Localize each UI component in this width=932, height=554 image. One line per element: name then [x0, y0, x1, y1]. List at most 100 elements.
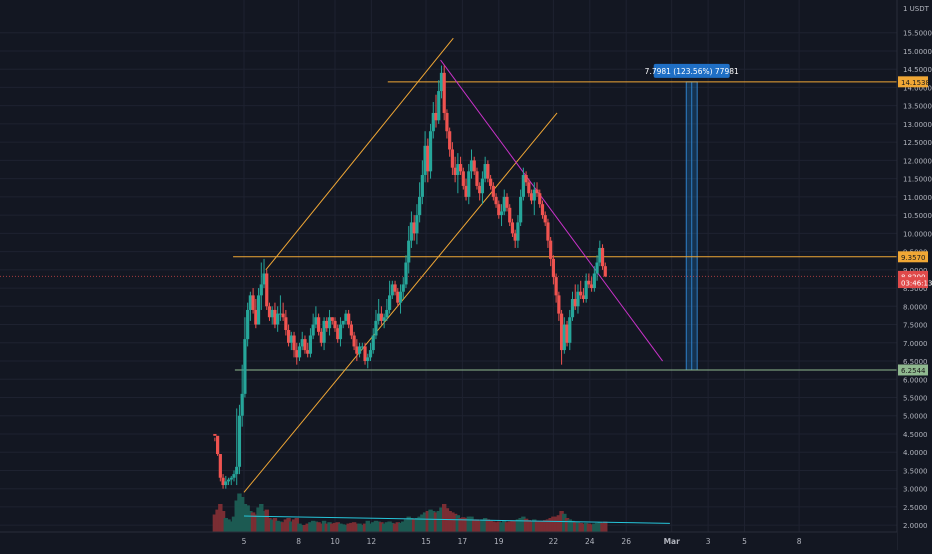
volume-bar [215, 509, 220, 532]
candle-body [554, 277, 558, 296]
volume-bar [417, 516, 422, 532]
y-tick-label: 7.5000 [903, 322, 928, 330]
candle-body [595, 262, 599, 274]
x-tick-label: 19 [494, 537, 504, 546]
volume-bar [308, 522, 313, 532]
candle-body [319, 331, 323, 343]
candle-body [489, 178, 493, 186]
candle-body [218, 454, 222, 478]
volume-bar [469, 516, 474, 532]
candle-body [344, 313, 348, 321]
price-label-background [898, 277, 928, 289]
candle-body [216, 435, 220, 455]
candle-body [248, 295, 252, 310]
x-tick-label: 8 [296, 537, 301, 546]
volume-bar [313, 521, 319, 532]
volume-bar [420, 514, 425, 532]
volume-bar [248, 511, 253, 532]
candle-body [303, 339, 307, 351]
volume-bar [332, 522, 338, 532]
x-tick-label: 26 [621, 537, 631, 546]
volume-bar [340, 524, 346, 532]
volume-bar [447, 511, 452, 532]
candle-body [221, 477, 225, 486]
volume-bar [562, 513, 567, 532]
volume-bar [540, 520, 545, 532]
candle-body [259, 284, 263, 296]
volume-bar [592, 523, 597, 532]
candle-body [450, 149, 454, 168]
candle-body [524, 174, 528, 183]
candle-body [529, 193, 534, 201]
candle-body [388, 295, 392, 310]
candle-body [355, 346, 359, 354]
volume-bar [305, 523, 310, 532]
volume-bar [573, 521, 578, 532]
candle-body [491, 185, 495, 197]
candle-body [546, 222, 550, 241]
volume-bar [327, 522, 332, 532]
volume-bar [433, 512, 439, 532]
volume-bar [512, 520, 518, 532]
x-tick-label: 15 [421, 537, 431, 546]
volume-bar [321, 520, 327, 532]
volume-bar [442, 504, 447, 532]
candle-body [368, 350, 373, 358]
candle-body [456, 164, 460, 175]
candle-body [420, 174, 424, 197]
candle-body [527, 182, 531, 194]
volume-bar [338, 523, 343, 532]
x-tick-label: 22 [549, 537, 559, 546]
candle-body [505, 196, 509, 208]
candle-body [317, 317, 321, 332]
candle-body [377, 313, 381, 321]
candle-body [232, 474, 236, 478]
y-tick-label: 11.0000 [903, 194, 932, 202]
candle-body [502, 196, 506, 212]
y-tick-label: 5.5000 [903, 395, 928, 403]
y-tick-label: 10.5000 [903, 212, 932, 220]
candle-body [494, 196, 498, 205]
price-label: 6.2544 [901, 367, 926, 375]
candle-body [379, 313, 384, 321]
volume-bar [351, 522, 357, 532]
x-tick-label: 5 [242, 537, 247, 546]
candle-body [568, 317, 572, 343]
volume-bar [324, 523, 330, 532]
volume-bar [368, 523, 373, 532]
candle-body [374, 320, 378, 336]
y-tick-label: 12.0000 [903, 157, 932, 165]
candle-body [240, 393, 244, 416]
volume-bar [229, 521, 234, 532]
candle-body [592, 273, 596, 289]
volume-bar [297, 523, 302, 532]
candle-body [480, 178, 485, 194]
volume-bar [493, 522, 499, 532]
volume-bar [267, 518, 272, 532]
candle-body [499, 211, 504, 216]
price-label: 03:46:13 [901, 280, 932, 288]
volume-bar [218, 504, 223, 532]
volume-bar [496, 521, 501, 532]
volume-bar [556, 515, 562, 532]
volume-bar [253, 514, 259, 532]
y-tick-label: 15.5000 [903, 30, 932, 38]
volume-bar [594, 522, 600, 532]
candle-body [448, 131, 452, 150]
volume-bar [504, 522, 510, 532]
candle-body [587, 280, 591, 285]
y-tick-label: 6.0000 [903, 376, 928, 384]
volume-bar [291, 519, 297, 532]
x-tick-label: 8 [797, 537, 802, 546]
candle-body [453, 167, 457, 175]
volume-bar [220, 511, 226, 532]
volume-bar [458, 518, 463, 532]
candles [213, 65, 607, 489]
candle-body [540, 204, 545, 216]
volume-bar [466, 516, 471, 532]
volume-bar [581, 523, 586, 532]
candle-body [532, 189, 536, 201]
y-tick-label: 12.5000 [903, 139, 932, 147]
volume-bar [270, 519, 275, 532]
candle-body [603, 266, 607, 277]
